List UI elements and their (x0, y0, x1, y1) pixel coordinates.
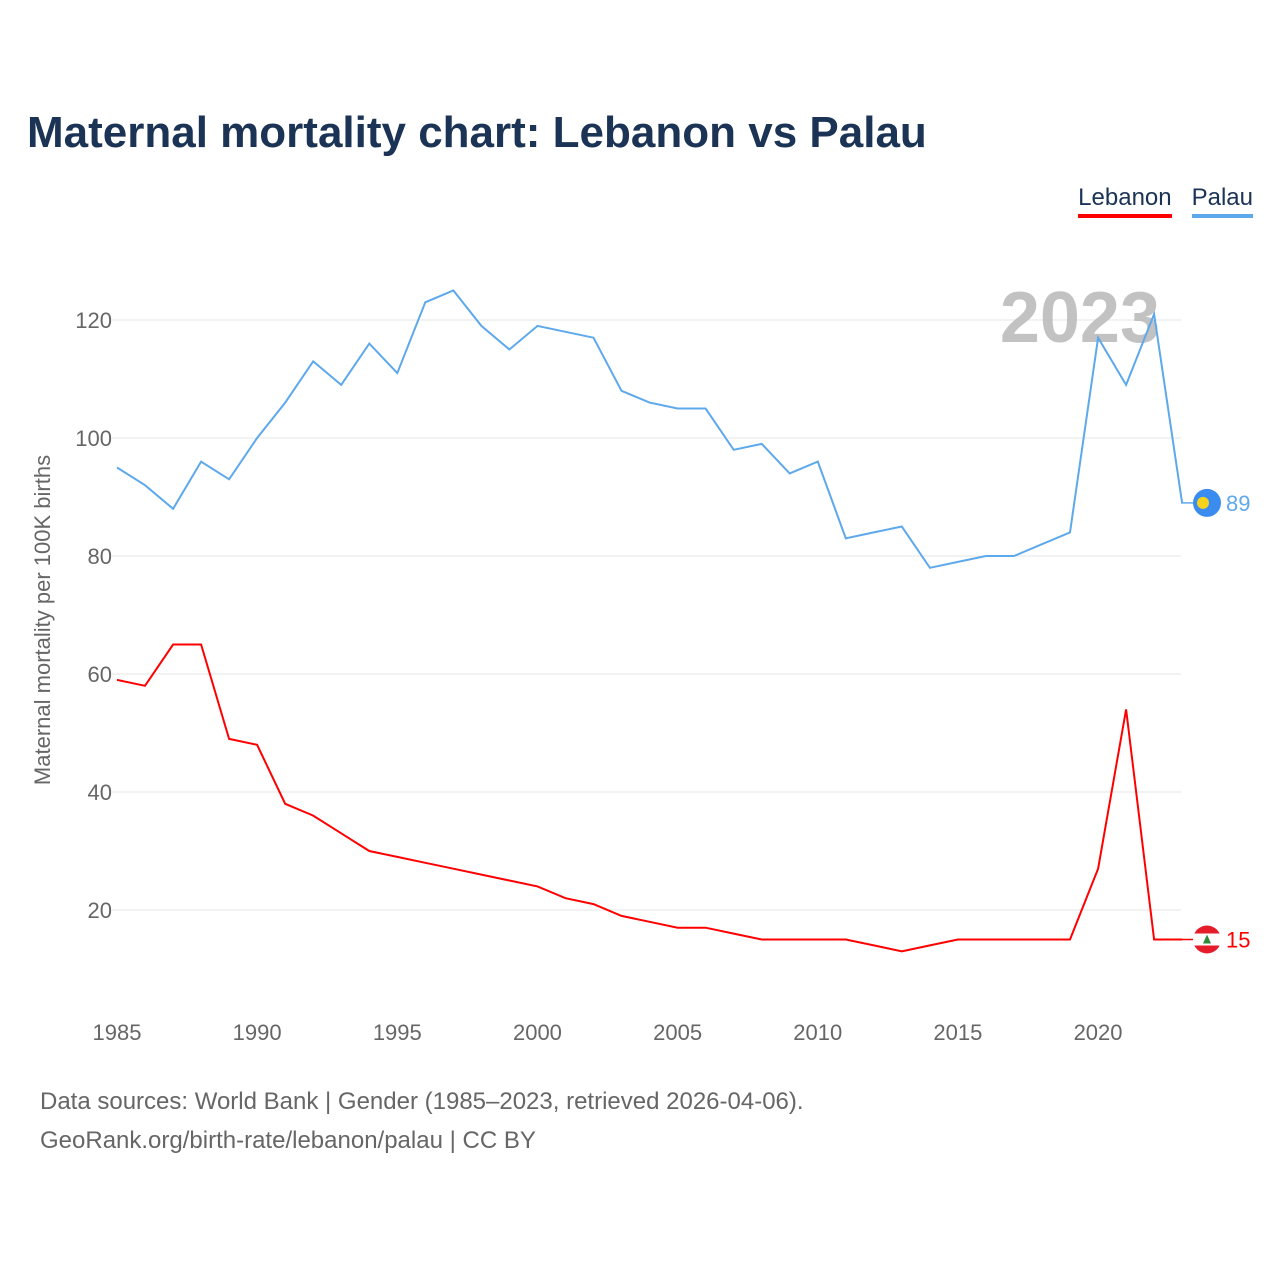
x-tick-label: 2015 (933, 1020, 982, 1045)
x-tick-label: 2000 (513, 1020, 562, 1045)
x-tick-label: 1985 (93, 1020, 142, 1045)
legend-lebanon[interactable]: Lebanon (1078, 184, 1172, 218)
year-watermark: 2023 (1000, 278, 1160, 358)
y-tick-label: 60 (88, 662, 112, 687)
end-value-label: 89 (1226, 491, 1250, 516)
y-tick-label: 120 (75, 308, 112, 333)
x-tick-label: 2020 (1074, 1020, 1123, 1045)
palau-flag-sun (1197, 496, 1209, 509)
x-tick-label: 2010 (793, 1020, 842, 1045)
x-tick-label: 1995 (373, 1020, 422, 1045)
y-tick-label: 40 (88, 780, 112, 805)
series-line-palau (116, 289, 1184, 569)
x-tick-label: 2005 (653, 1020, 702, 1045)
chart-title: Maternal mortality chart: Lebanon vs Pal… (27, 108, 927, 157)
y-tick-label: 80 (88, 544, 112, 569)
y-tick-label: 20 (88, 898, 112, 923)
x-tick-label: 1990 (233, 1020, 282, 1045)
y-axis-label: Maternal mortality per 100K births (30, 455, 55, 785)
lebanon-flag-cedar (1203, 934, 1211, 944)
legend-palau[interactable]: Palau (1191, 184, 1253, 218)
series-line-lebanon (116, 643, 1183, 953)
y-tick-label: 100 (75, 426, 112, 451)
legend: Lebanon Palau (1078, 184, 1253, 218)
attribution-line[interactable]: GeoRank.org/birth-rate/lebanon/palau | C… (40, 1127, 536, 1154)
source-line: Data sources: World Bank | Gender (1985–… (40, 1088, 804, 1115)
end-value-label: 15 (1226, 928, 1250, 953)
